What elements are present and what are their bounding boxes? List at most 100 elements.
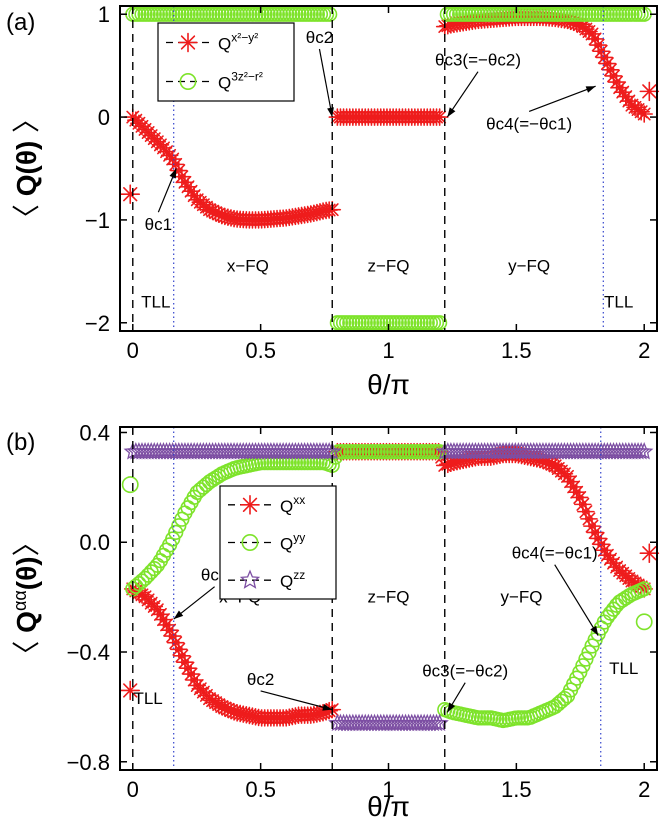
marker-stroke — [175, 649, 189, 663]
annotation-arrow — [528, 85, 596, 112]
series-extra3 — [120, 543, 660, 701]
marker-stroke — [576, 497, 590, 511]
y-axis-label-part: 〉 — [11, 105, 42, 141]
legend-marker — [240, 495, 260, 515]
marker-stroke — [642, 84, 657, 99]
y-axis-label-part: 〈 — [11, 196, 42, 232]
data-point — [635, 442, 654, 460]
marker-stroke — [564, 475, 578, 489]
region-label: TLL — [609, 659, 638, 678]
marker-stroke — [181, 661, 195, 675]
annotation-label: θc1 — [145, 215, 172, 234]
marker-stroke — [172, 642, 186, 656]
legend-label: Q3z²−r² — [218, 70, 263, 93]
x-tick-label: 1 — [382, 338, 394, 363]
marker-stroke — [123, 187, 138, 202]
marker-stroke — [169, 157, 183, 171]
y-tick-label: −1 — [85, 208, 110, 233]
legend-box — [157, 22, 295, 102]
annotation-arrow — [554, 564, 599, 636]
marker-stroke — [591, 531, 605, 545]
region-label: TLL — [141, 292, 170, 311]
marker-stroke — [242, 497, 258, 512]
plot-area — [120, 442, 660, 732]
marker-stroke — [157, 613, 170, 627]
region-label: TLL — [133, 689, 162, 708]
marker-stroke — [573, 491, 587, 504]
marker-stroke — [579, 505, 593, 519]
marker-stroke — [567, 480, 581, 494]
marker-stroke — [597, 50, 611, 64]
legend-label-base: Q — [280, 497, 293, 516]
region-label: z−FQ — [367, 588, 409, 607]
annotation-arrow — [318, 48, 333, 118]
marker-stroke — [166, 629, 180, 643]
legend-label: Qzz — [280, 568, 305, 591]
arrow-head — [447, 107, 456, 118]
marker-stroke — [160, 618, 173, 632]
legend-label-superscript: xx — [293, 493, 305, 507]
data-point — [635, 105, 654, 123]
legend-label-base: Q — [280, 535, 293, 554]
series-extra2 — [120, 81, 660, 205]
marker-stroke — [607, 69, 620, 83]
legend-label-base: Q — [218, 35, 231, 54]
marker-stroke — [166, 152, 180, 166]
data-point — [121, 476, 139, 494]
arrow-head — [447, 702, 456, 713]
arrow-head — [173, 610, 184, 620]
series-3zr — [125, 6, 652, 331]
data-point — [639, 81, 660, 102]
y-axis-label-part: 〉 — [11, 528, 42, 556]
marker-stroke — [184, 667, 198, 681]
y-axis-label-part: Q(θ) — [11, 141, 42, 197]
legend-marker — [179, 73, 197, 90]
marker-stroke — [180, 35, 196, 50]
x-tick-label: 1.5 — [501, 777, 532, 802]
marker-stroke — [588, 526, 602, 539]
marker-stroke — [610, 75, 624, 89]
x-tick-label: 2 — [638, 338, 650, 363]
marker-stroke — [594, 44, 608, 58]
region-label: y−FQ — [500, 588, 542, 607]
data-point — [604, 67, 623, 85]
y-axis-label-part: (θ) — [11, 556, 42, 590]
arrow-head — [590, 625, 599, 636]
panel-label: (b) — [6, 429, 35, 456]
annotation-label: θc3(=−θc2) — [422, 662, 508, 681]
legend-label-base: Q — [280, 572, 293, 591]
y-axis-label: 〈 Q(θ) 〉 — [11, 105, 42, 232]
x-tick-label: 1.5 — [501, 338, 532, 363]
x-axis-label: θ/π — [367, 369, 410, 400]
data-point — [432, 315, 448, 331]
marker-stroke — [585, 27, 599, 41]
plot-area — [120, 6, 660, 331]
marker-stroke — [433, 110, 447, 124]
marker-stroke — [637, 107, 651, 121]
y-tick-label: 1 — [98, 2, 110, 27]
y-axis-label-part: αα — [10, 590, 30, 611]
arrow-head — [322, 703, 333, 711]
legend-label: Qyy — [280, 531, 305, 554]
marker-stroke — [604, 63, 617, 77]
marker-stroke — [585, 519, 599, 533]
data-point — [639, 543, 660, 564]
region-label: z−FQ — [367, 256, 409, 275]
region-label: TLL — [604, 292, 633, 311]
arrow-head — [169, 168, 177, 179]
y-tick-label: −0.4 — [67, 640, 110, 665]
y-tick-label: 0.0 — [79, 530, 110, 555]
y-axis-label-part: 〈 — [11, 633, 42, 669]
panel-b: 00.511.520.40.0−0.4−0.8x−FQz−FQy−FQTLLTL… — [6, 420, 660, 822]
legend-label-superscript: 3z²−r² — [231, 70, 263, 84]
marker-stroke — [187, 673, 201, 687]
arrow-head — [327, 107, 334, 118]
data-point — [583, 517, 601, 535]
x-tick-label: 0.5 — [245, 777, 276, 802]
data-point — [570, 488, 589, 507]
annotation-label: θc2 — [247, 670, 274, 689]
data-point — [601, 60, 620, 79]
legend-label: Qxx — [280, 493, 305, 516]
